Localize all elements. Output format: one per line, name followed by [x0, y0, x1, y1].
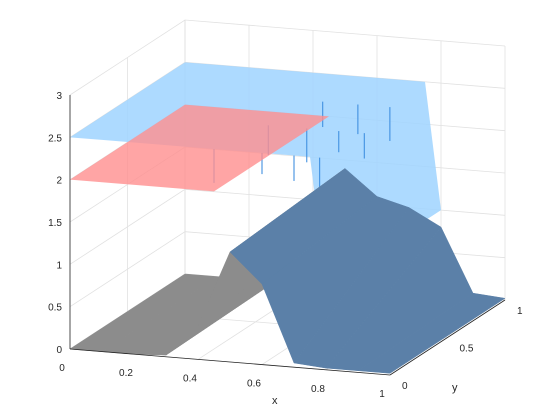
y-tick-label: 0 [402, 381, 408, 392]
x-axis-label: x [272, 395, 278, 407]
y-axis-line [389, 299, 506, 376]
surface-layer [69, 62, 506, 374]
x-axis-line [69, 348, 391, 376]
x-tick-label: 0.6 [247, 379, 261, 390]
z-tick-label: 1.5 [48, 218, 62, 229]
x-tick-label: 0.8 [311, 384, 325, 395]
z-tick-label: 2 [56, 176, 62, 187]
x-tick-label: 0.4 [183, 373, 197, 384]
y-tick-label: 1 [517, 306, 523, 317]
axes [69, 95, 506, 376]
tick-labels: 0 0.5 1 1.5 2 2.5 3 0 0.2 0.4 0.6 0.8 1 0 0.5 1 [48, 91, 523, 400]
z-tick-label: 0 [56, 345, 62, 356]
z-tick-label: 1 [56, 260, 62, 271]
z-tick-label: 2.5 [48, 133, 62, 144]
x-tick-label: 0.2 [119, 368, 133, 379]
z-tick-label: 0.5 [48, 303, 62, 314]
y-axis-label: y [452, 382, 458, 394]
z-tick-label: 3 [56, 91, 62, 102]
grid-line [69, 19, 506, 96]
y-tick-label: 0.5 [460, 344, 474, 355]
middle-surface [70, 104, 329, 192]
lower-surface-patch [357, 292, 506, 374]
x-tick-label: 0 [59, 363, 65, 374]
x-tick-label: 1 [379, 389, 385, 400]
